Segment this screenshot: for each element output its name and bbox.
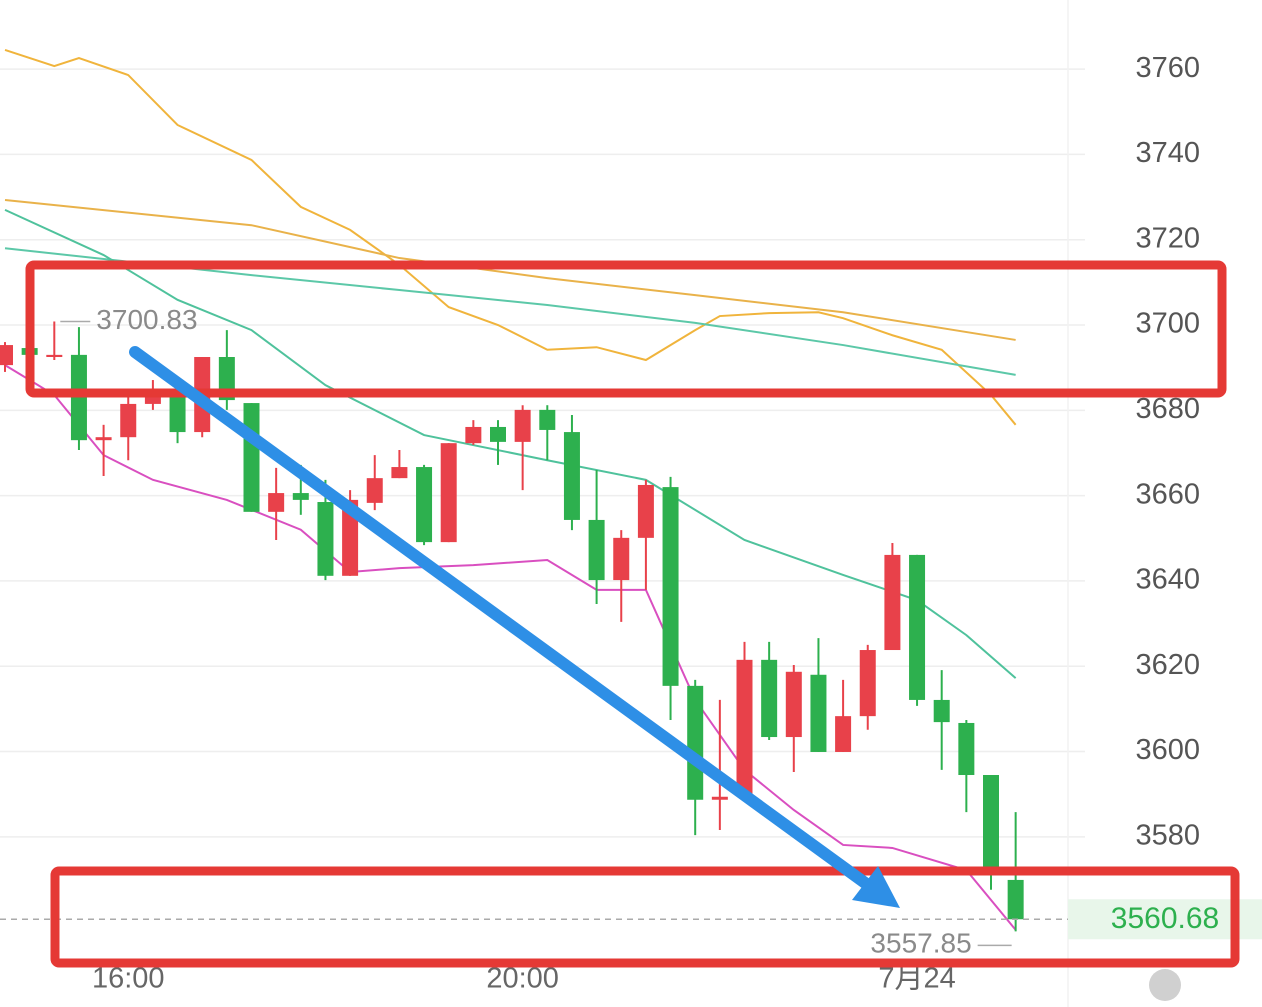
ma-line xyxy=(4,48,1017,426)
ma-line xyxy=(4,364,1017,931)
y-tick-label: 3580 xyxy=(1135,820,1200,852)
candle-body xyxy=(144,394,161,404)
candle-body xyxy=(687,685,704,800)
candle-body xyxy=(810,674,827,752)
candle-body xyxy=(909,554,926,700)
candle-body xyxy=(958,722,975,776)
y-tick-label: 3600 xyxy=(1135,734,1200,766)
trend-arrow xyxy=(129,346,878,894)
highlight-box xyxy=(25,260,1227,398)
candle-body xyxy=(539,409,556,430)
candle-body xyxy=(983,775,999,871)
label-layer: 3580 3600 3620 3640 3660 3680 3700 3720 3740 3760… xyxy=(0,52,1262,995)
ma-line xyxy=(4,208,1017,679)
candle-body xyxy=(711,796,728,800)
candle-body xyxy=(243,403,260,512)
candle-body xyxy=(465,426,482,444)
candle-body xyxy=(1007,879,1024,920)
candle-body xyxy=(366,478,383,503)
y-tick-label: 3660 xyxy=(1135,478,1200,510)
y-tick-label: 3740 xyxy=(1135,137,1200,169)
candle-body xyxy=(514,409,531,442)
last-price-label: 3560.68 xyxy=(1111,902,1219,935)
candle-body xyxy=(416,467,433,543)
x-tick-label: 7月24 xyxy=(878,963,955,995)
candle-body xyxy=(662,487,679,686)
y-tick-label: 3680 xyxy=(1135,393,1200,425)
candle-body xyxy=(637,484,654,538)
candle-body xyxy=(317,502,334,576)
candle-body xyxy=(95,437,112,441)
high-label: 3700.83 xyxy=(96,304,197,335)
candle-body xyxy=(440,443,457,543)
candle-body xyxy=(268,493,285,512)
y-tick-label: 3720 xyxy=(1135,222,1200,254)
candle-body xyxy=(884,554,901,651)
candle-body xyxy=(588,519,605,581)
y-tick-label: 3640 xyxy=(1135,564,1200,596)
candle-body xyxy=(292,493,309,500)
ma-line xyxy=(4,199,1016,341)
candle-body xyxy=(169,389,186,433)
candle-body xyxy=(859,650,876,717)
ma-layer xyxy=(4,48,1017,931)
y-tick-label: 3620 xyxy=(1135,649,1200,681)
y-tick-label: 3760 xyxy=(1135,52,1200,84)
candle-body xyxy=(0,345,13,366)
last-price-badge xyxy=(1068,899,1262,940)
candle-body xyxy=(835,716,852,752)
candle-body xyxy=(933,699,950,723)
arrow-head xyxy=(852,866,900,908)
candle-body xyxy=(761,659,778,738)
candle-body xyxy=(736,659,753,797)
candle-body xyxy=(490,426,506,442)
candle-body xyxy=(46,354,63,358)
x-tick-label: 16:00 xyxy=(92,963,165,995)
logo-icon[interactable] xyxy=(1149,969,1181,1001)
candle-body xyxy=(785,671,802,738)
candle-body xyxy=(342,499,359,576)
y-tick-label: 3700 xyxy=(1135,308,1200,340)
low-label: 3557.85 xyxy=(870,928,971,959)
candle-body xyxy=(563,432,580,520)
highlight-box xyxy=(50,866,1240,968)
candle-body xyxy=(613,537,630,581)
candle-body xyxy=(120,403,137,438)
candle-body xyxy=(70,354,87,441)
ma-line xyxy=(4,247,1016,376)
candle-body xyxy=(391,467,408,479)
candle-layer xyxy=(0,321,1024,932)
x-tick-label: 20:00 xyxy=(486,963,559,995)
